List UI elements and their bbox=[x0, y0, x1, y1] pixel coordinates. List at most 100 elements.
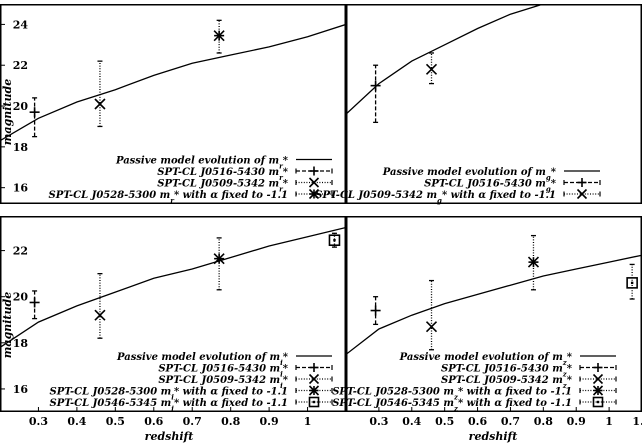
data-point-star bbox=[213, 237, 225, 291]
legend-label: SPT-CL J0516-5430 mg* bbox=[424, 179, 557, 194]
legend-label: Passive model evolution of mg* bbox=[382, 167, 557, 182]
data-point-marker bbox=[527, 256, 540, 268]
legend-marker bbox=[308, 385, 320, 396]
data-point-plus bbox=[29, 97, 40, 138]
legend: Passive model evolution of mr*SPT-CL J05… bbox=[48, 156, 333, 205]
x-tick-label: 0.3 bbox=[369, 415, 388, 428]
legend-label: SPT-CL J0528-5300 mr* with α fixed to -1… bbox=[48, 190, 288, 205]
legend-label: SPT-CL J0516-5430 mr* bbox=[157, 167, 288, 182]
legend-marker bbox=[308, 177, 320, 188]
legend-marker bbox=[308, 373, 320, 385]
plot-frame bbox=[346, 216, 642, 412]
x-tick-label: 1 bbox=[605, 415, 613, 428]
x-tick-label: 1.1 bbox=[632, 415, 642, 428]
data-point-x bbox=[94, 60, 106, 128]
legend-label: SPT-CL J0528-5300 mz* with α fixed to -1… bbox=[332, 387, 572, 402]
y-tick-label: 16 bbox=[13, 182, 29, 195]
legend-marker bbox=[308, 188, 320, 200]
data-point-star bbox=[213, 19, 225, 54]
y-tick-label: 22 bbox=[13, 59, 28, 72]
legend-marker bbox=[308, 396, 320, 408]
x-tick-label: 0.5 bbox=[106, 415, 125, 428]
data-point-marker bbox=[626, 277, 638, 289]
legend-marker bbox=[592, 385, 604, 396]
data-point-plus bbox=[370, 296, 381, 326]
model-curve bbox=[346, 4, 546, 115]
y-tick-label: 18 bbox=[13, 141, 29, 154]
legend-label: SPT-CL J0509-5342 mr* bbox=[157, 179, 288, 194]
data-point-marker bbox=[333, 239, 336, 242]
x-axis-label-left: redshift bbox=[145, 430, 194, 443]
y-tick-label: 20 bbox=[13, 291, 29, 304]
legend-label: SPT-CL J0509-5342 mz* bbox=[441, 375, 573, 390]
y-tick-label: 24 bbox=[13, 18, 29, 31]
panels: 16 18 20 22 24 Passive model evolution of mr*… bbox=[0, 4, 642, 428]
data-point-x bbox=[425, 52, 438, 85]
y-axis-label-bottom: magnitude bbox=[1, 292, 14, 358]
data-point-star bbox=[527, 234, 540, 291]
x-tick-label: 0.6 bbox=[144, 415, 163, 428]
y-tick-label: 22 bbox=[13, 245, 28, 258]
data-point-marker bbox=[425, 63, 438, 75]
data-point-marker bbox=[425, 321, 438, 333]
x-tick-label: 0.9 bbox=[567, 415, 586, 428]
x-tick-label: 0.8 bbox=[221, 415, 240, 428]
legend-label: SPT-CL J0516-5430 mi* bbox=[158, 364, 288, 379]
legend-marker bbox=[576, 188, 588, 200]
plot-frame bbox=[0, 216, 346, 412]
x-tick-label: 0.7 bbox=[501, 415, 520, 428]
x-tick-label: 0.9 bbox=[260, 415, 279, 428]
data-point-square bbox=[328, 232, 341, 248]
y-tick-label: 16 bbox=[13, 383, 29, 396]
data-point-x bbox=[94, 272, 106, 339]
legend-marker bbox=[592, 373, 604, 385]
y-axis-label-top: magnitude bbox=[1, 79, 14, 145]
legend-label: SPT-CL J0509-5342 mg* with α fixed to -1… bbox=[315, 190, 556, 205]
data-point-marker bbox=[94, 309, 106, 321]
data-point-x bbox=[425, 279, 438, 351]
legend-marker bbox=[592, 396, 604, 408]
legend: Passive model evolution of mz*SPT-CL J05… bbox=[332, 352, 617, 413]
model-curve bbox=[0, 226, 346, 348]
model-curve bbox=[0, 23, 346, 142]
x-tick-label: 0.6 bbox=[468, 415, 487, 428]
x-tick-label: 0.8 bbox=[534, 415, 553, 428]
x-tick-label: 0.7 bbox=[183, 415, 202, 428]
y-tick-label: 20 bbox=[13, 100, 29, 113]
data-point-marker bbox=[213, 253, 225, 265]
legend-label: SPT-CL J0528-5300 mi* with α fixed to -1… bbox=[50, 387, 289, 402]
x-tick-label: 0.4 bbox=[67, 415, 86, 428]
chart-panel-z: 0.3 0.4 0.5 0.6 0.7 0.8 0.9 1 1.1 Passive model e… bbox=[332, 216, 642, 428]
data-point-marker bbox=[213, 30, 225, 42]
legend-label: SPT-CL J0546-5345 mz* with α fixed to -1… bbox=[332, 398, 572, 413]
x-tick-label: 0.3 bbox=[29, 415, 48, 428]
legend-marker bbox=[596, 400, 600, 404]
x-tick-label: 0.4 bbox=[402, 415, 421, 428]
data-point-plus bbox=[29, 290, 40, 320]
legend-label: Passive model evolution of mr* bbox=[115, 156, 289, 171]
data-point-plus bbox=[370, 64, 381, 124]
legend-marker bbox=[312, 400, 316, 404]
legend-label: SPT-CL J0509-5342 mi* bbox=[158, 375, 288, 390]
x-tick-label: 0.5 bbox=[435, 415, 454, 428]
plot-frame bbox=[346, 4, 642, 204]
data-point-marker bbox=[94, 98, 106, 110]
data-point-marker bbox=[630, 281, 634, 285]
data-point-marker bbox=[328, 234, 341, 247]
chart-panel-g: Passive model evolution of mg*SPT-CL J05… bbox=[315, 4, 642, 205]
x-tick-label: 1 bbox=[304, 415, 312, 428]
legend: Passive model evolution of mi*SPT-CL J05… bbox=[50, 352, 333, 413]
y-tick-label: 18 bbox=[13, 337, 29, 350]
legend: Passive model evolution of mg*SPT-CL J05… bbox=[315, 167, 601, 205]
legend-label: Passive model evolution of mz* bbox=[399, 352, 573, 367]
plot-frame bbox=[0, 4, 346, 204]
chart-panel-r: 16 18 20 22 24 Passive model evolution of mr*… bbox=[0, 4, 346, 205]
legend-label: SPT-CL J0546-5345 mi* with α fixed to -1… bbox=[50, 398, 289, 413]
x-axis-label-right: redshift bbox=[469, 430, 518, 443]
data-point-square bbox=[626, 263, 638, 300]
legend-label: Passive model evolution of mi* bbox=[116, 352, 289, 367]
chart-panel-i: 16 18 20 22 0.3 0.4 0.5 0.6 0.7 0.8 0.9 1 Passive mo… bbox=[0, 216, 346, 428]
legend-label: SPT-CL J0516-5430 mz* bbox=[441, 364, 573, 379]
model-curve bbox=[346, 254, 642, 355]
